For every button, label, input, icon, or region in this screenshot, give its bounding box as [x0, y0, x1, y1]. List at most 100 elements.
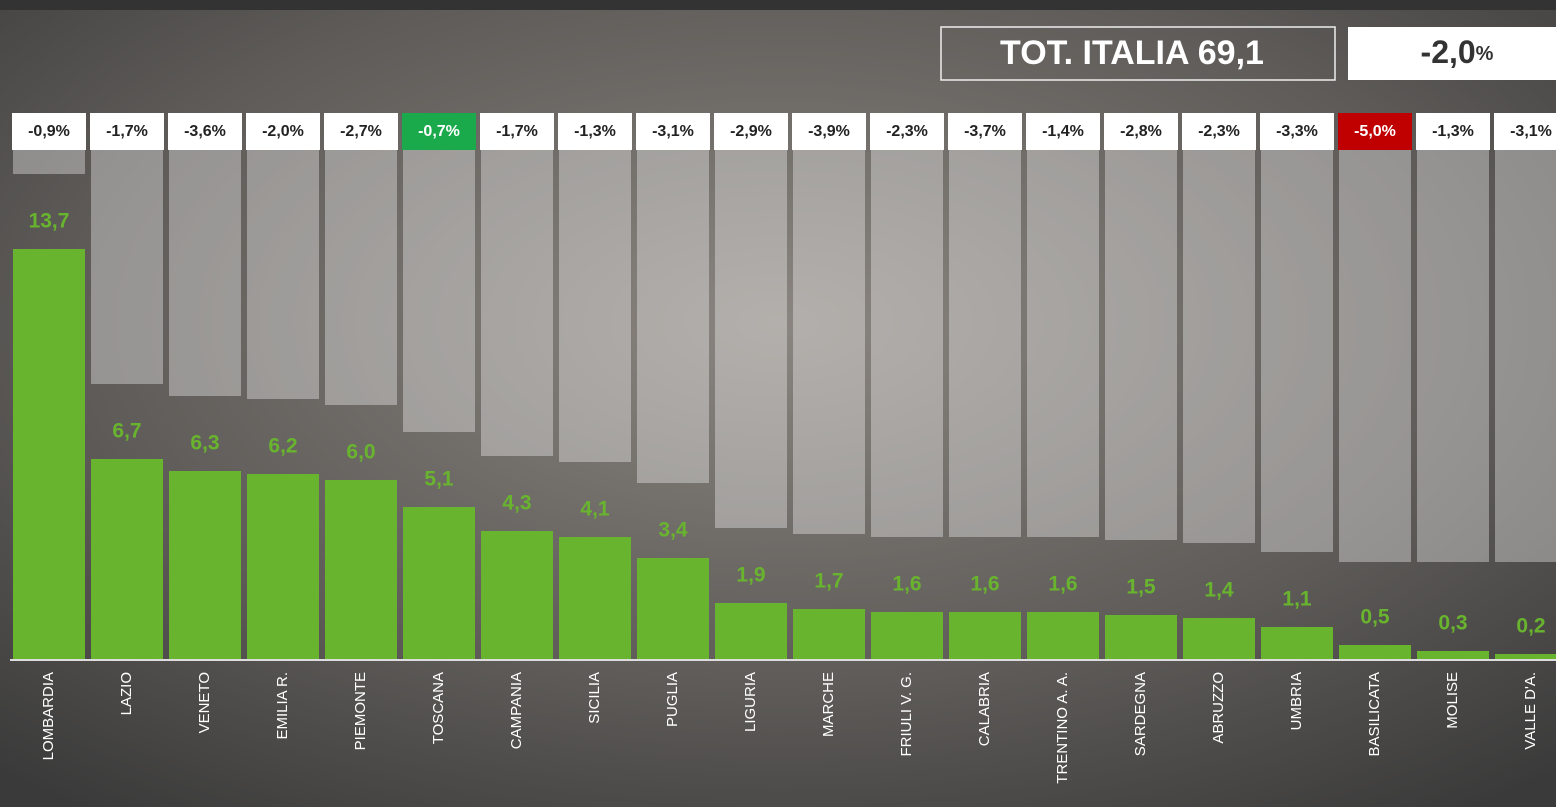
value-label: 1,9	[736, 564, 765, 587]
bar	[559, 537, 631, 660]
change-label: -3,9%	[808, 123, 850, 140]
bar	[13, 249, 85, 660]
total-change: -2,0%	[1421, 34, 1494, 70]
x-tick-label: EMILIA R.	[274, 672, 291, 740]
value-label: 4,3	[502, 492, 531, 515]
total-label: TOT. ITALIA	[1000, 34, 1189, 72]
ghost-column	[247, 150, 319, 399]
bar	[1495, 654, 1556, 660]
bar	[1105, 615, 1177, 660]
change-box	[90, 113, 164, 150]
x-tick-label: PUGLIA	[664, 672, 681, 727]
bar	[793, 609, 865, 660]
value-label: 6,0	[346, 441, 375, 464]
x-tick-label: LOMBARDIA	[40, 672, 57, 760]
change-label: -3,7%	[964, 123, 1006, 140]
ghost-column	[325, 150, 397, 405]
total-box	[940, 26, 1336, 81]
bar	[1261, 627, 1333, 660]
value-label: 1,6	[970, 573, 999, 596]
ghost-column	[559, 150, 631, 462]
change-label: -3,1%	[1510, 123, 1552, 140]
value-label: 4,1	[580, 498, 610, 521]
change-box	[246, 113, 320, 150]
change-box	[948, 113, 1022, 150]
ghost-column	[871, 150, 943, 537]
ghost-column	[13, 150, 85, 174]
ghost-column	[715, 150, 787, 528]
change-label: -5,0%	[1354, 123, 1396, 140]
change-label: -2,3%	[1198, 123, 1240, 140]
bar	[91, 459, 163, 660]
top-bar	[0, 0, 1556, 10]
value-label: 6,3	[190, 432, 219, 455]
bar	[949, 612, 1021, 660]
x-tick-label: PIEMONTE	[352, 672, 369, 750]
ghost-column	[1339, 150, 1411, 562]
change-box	[1260, 113, 1334, 150]
value-label: 1,7	[814, 570, 843, 593]
value-label: 1,6	[1048, 573, 1077, 596]
bar	[403, 507, 475, 660]
bar	[1417, 651, 1489, 660]
x-tick-label: LIGURIA	[742, 672, 759, 732]
change-box	[402, 113, 476, 150]
change-label: -0,9%	[28, 123, 70, 140]
change-box	[480, 113, 554, 150]
change-label: -2,8%	[1120, 123, 1162, 140]
x-tick-label: VENETO	[196, 672, 213, 733]
bar	[1183, 618, 1255, 660]
change-box	[1026, 113, 1100, 150]
bar	[169, 471, 241, 660]
value-label: 6,2	[268, 435, 297, 458]
total-change-unit: %	[1476, 43, 1494, 65]
change-box	[636, 113, 710, 150]
change-box	[1338, 113, 1412, 150]
change-label: -1,3%	[1432, 123, 1474, 140]
ghost-column	[1495, 150, 1556, 562]
ghost-column	[637, 150, 709, 483]
value-label: 1,6	[892, 573, 921, 596]
value-label: 1,4	[1204, 579, 1234, 602]
value-label: 13,7	[29, 210, 70, 233]
ghost-column	[169, 150, 241, 396]
change-label: -3,6%	[184, 123, 226, 140]
value-label: 0,5	[1360, 606, 1390, 629]
change-label: -1,7%	[106, 123, 148, 140]
x-tick-label: CAMPANIA	[508, 672, 525, 749]
x-tick-label: UMBRIA	[1288, 672, 1305, 730]
change-box	[12, 113, 86, 150]
change-box	[1494, 113, 1556, 150]
change-box	[324, 113, 398, 150]
change-label: -3,3%	[1276, 123, 1318, 140]
change-box	[1416, 113, 1490, 150]
total-value: 69,1	[1198, 34, 1264, 72]
change-box	[792, 113, 866, 150]
value-label: 0,3	[1438, 612, 1467, 635]
total-change-box	[1348, 27, 1556, 80]
total-text: TOT. ITALIA 69,1	[1000, 34, 1264, 72]
change-box	[1182, 113, 1256, 150]
ghost-column	[1417, 150, 1489, 562]
bar	[481, 531, 553, 660]
ghost-column	[1183, 150, 1255, 543]
bar	[325, 480, 397, 660]
change-label: -0,7%	[418, 123, 460, 140]
ghost-column	[1261, 150, 1333, 552]
change-label: -1,3%	[574, 123, 616, 140]
bar	[871, 612, 943, 660]
x-tick-label: SARDEGNA	[1132, 672, 1149, 756]
ghost-column	[949, 150, 1021, 537]
change-label: -2,0%	[262, 123, 304, 140]
change-label: -1,7%	[496, 123, 538, 140]
x-tick-label: BASILICATA	[1366, 672, 1383, 756]
bar	[637, 558, 709, 660]
x-tick-label: MOLISE	[1444, 672, 1461, 729]
bar	[1027, 612, 1099, 660]
value-label: 6,7	[112, 420, 141, 443]
value-label: 3,4	[658, 519, 688, 542]
change-box	[870, 113, 944, 150]
x-tick-label: LAZIO	[118, 672, 135, 715]
